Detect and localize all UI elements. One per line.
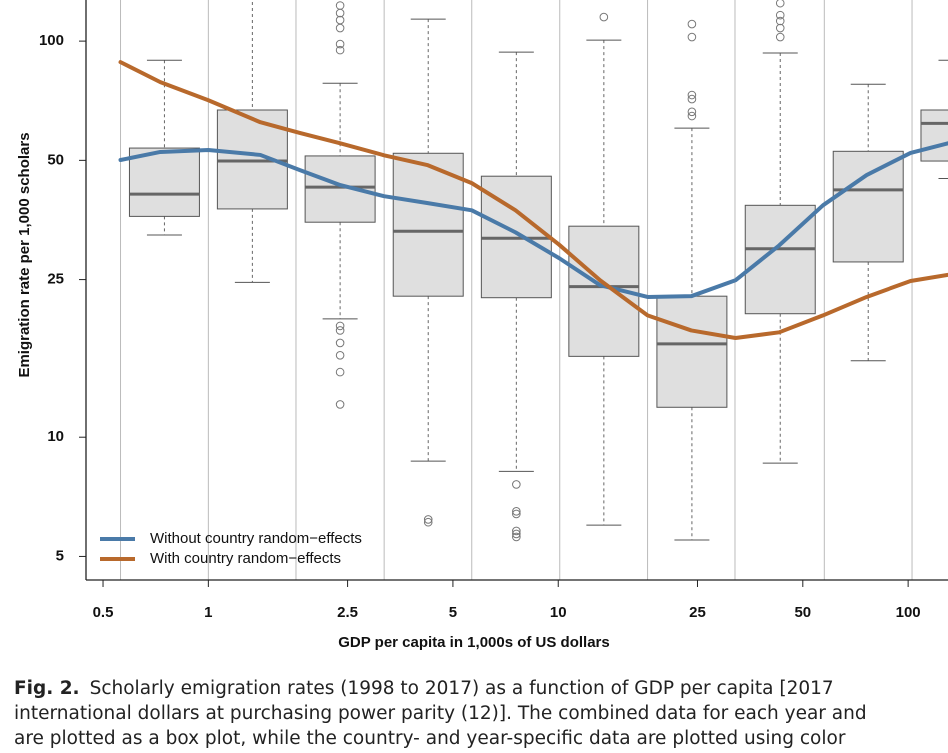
chart: GDP per capita in 1,000s of US dollars E… — [16, 0, 948, 651]
outlier — [423, 517, 433, 527]
outlier — [512, 507, 521, 516]
outlier — [687, 94, 697, 104]
x-tick-label: 0.5 — [93, 604, 114, 621]
x-tick-label: 25 — [689, 604, 706, 621]
outlier — [335, 350, 345, 360]
box — [920, 109, 948, 162]
caption-label: Fig. 2. — [14, 678, 80, 699]
outlier — [335, 8, 345, 18]
y-axis-title: Emigration rate per 1,000 scholars — [16, 132, 33, 377]
box — [304, 155, 376, 223]
plot-area — [118, 0, 948, 580]
outlier — [775, 10, 785, 20]
outlier — [335, 367, 345, 377]
x-tick-label: 50 — [794, 604, 811, 621]
x-tick-label: 2.5 — [337, 604, 358, 621]
outlier — [512, 532, 521, 542]
outlier — [335, 326, 345, 335]
caption-line: international dollars at purchasing powe… — [14, 701, 948, 726]
box — [128, 147, 200, 217]
caption-text: international dollars at purchasing powe… — [14, 703, 867, 724]
caption-text: are plotted as a box plot, while the cou… — [14, 728, 846, 749]
caption-text: Scholarly emigration rates (1998 to 2017… — [89, 678, 834, 699]
outlier — [512, 526, 521, 536]
outlier — [512, 509, 521, 519]
outlier — [599, 12, 609, 22]
outlier — [335, 45, 345, 55]
caption-line: Fig. 2. Scholarly emigration rates (1998 … — [14, 676, 948, 701]
outlier — [335, 1, 345, 10]
x-tick-label: 1 — [204, 604, 212, 621]
trend-line — [118, 141, 948, 299]
x-tick-label: 100 — [896, 604, 921, 621]
outlier — [687, 111, 697, 121]
outlier — [335, 23, 345, 33]
outlier — [775, 16, 785, 26]
caption: Fig. 2. Scholarly emigration rates (1998 … — [14, 676, 948, 751]
box — [832, 150, 904, 263]
outlier — [335, 338, 345, 348]
legend-label: With country random−effects — [150, 550, 341, 567]
y-tick-label: 50 — [47, 151, 64, 168]
x-axis-title: GDP per capita in 1,000s of US dollars — [338, 634, 610, 651]
outlier — [687, 19, 697, 29]
box — [656, 295, 728, 408]
legend-label: Without country random−effects — [150, 530, 362, 547]
outlier — [775, 23, 785, 33]
y-tick-label: 100 — [39, 32, 64, 49]
outlier — [775, 32, 785, 42]
box — [392, 152, 464, 297]
outlier — [335, 321, 345, 331]
outlier — [512, 529, 521, 539]
outlier — [687, 32, 697, 42]
outlier — [687, 90, 697, 100]
outlier — [775, 0, 785, 8]
y-tick-label: 10 — [47, 428, 64, 445]
trend-line — [118, 60, 948, 341]
outlier — [335, 39, 345, 49]
outlier — [687, 107, 697, 117]
y-tick-label: 5 — [56, 547, 64, 564]
caption-line: are plotted as a box plot, while the cou… — [14, 726, 948, 751]
x-tick-label: 10 — [550, 604, 567, 621]
outlier — [423, 515, 433, 524]
outlier — [335, 400, 345, 409]
y-tick-label: 25 — [47, 271, 64, 288]
x-tick-label: 5 — [449, 604, 457, 621]
outlier — [335, 15, 345, 25]
outlier — [512, 480, 521, 489]
